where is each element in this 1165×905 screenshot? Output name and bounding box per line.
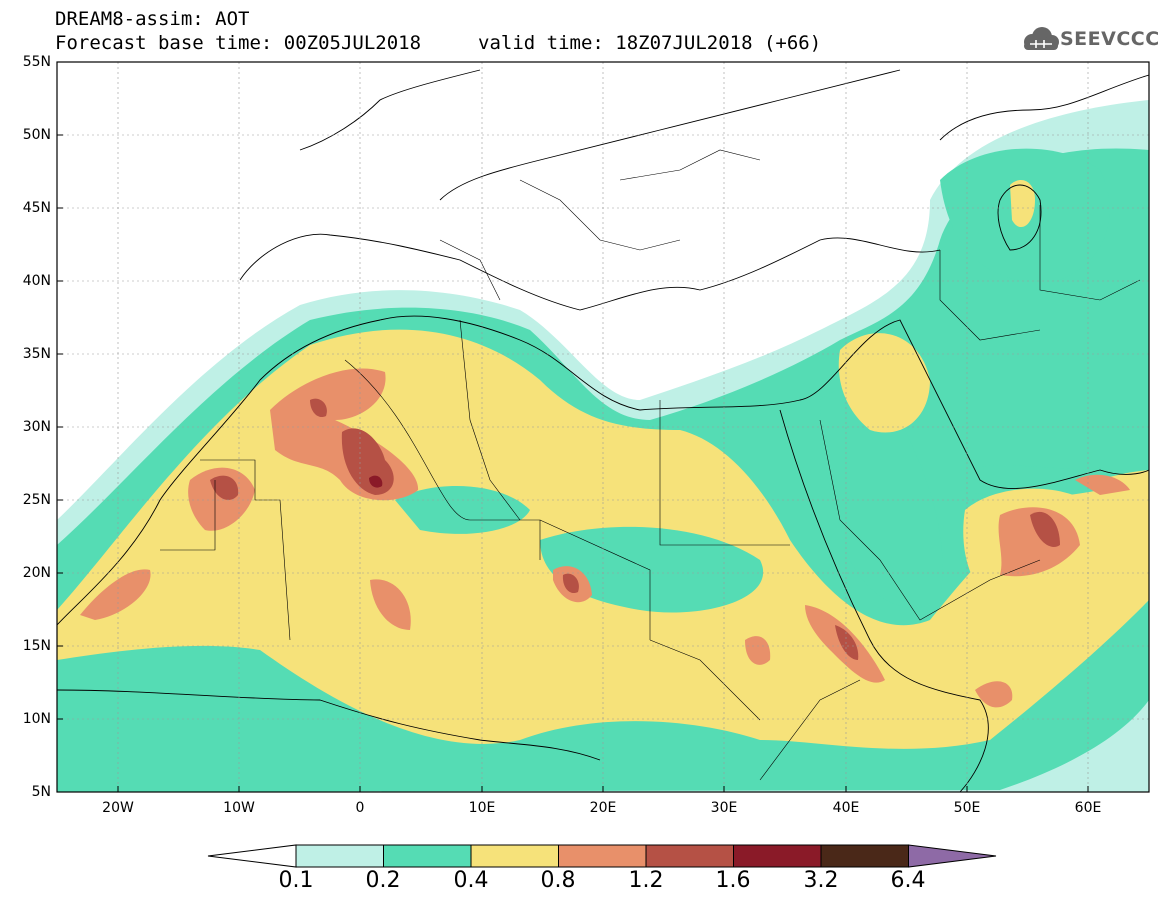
valid-time: valid time: 18Z07JUL2018 (+66) — [478, 32, 822, 54]
lat-label-55n: 55N — [22, 54, 51, 70]
lat-label-5n: 5N — [31, 784, 51, 800]
colorbar-label-0.1: 0.1 — [278, 868, 314, 893]
forecast-base-time: Forecast base time: 00Z05JUL2018 — [55, 32, 422, 54]
cloud-logo-icon — [1024, 27, 1059, 50]
lat-label-30n: 30N — [22, 419, 51, 435]
colorbar-label-0.2: 0.2 — [365, 868, 401, 893]
lon-label-30e: 30E — [710, 800, 738, 816]
lat-label-45n: 45N — [22, 200, 51, 216]
lon-label-0: 0 — [355, 800, 365, 816]
lat-label-50n: 50N — [22, 127, 51, 143]
lat-label-20n: 20N — [22, 565, 51, 581]
lat-label-40n: 40N — [22, 273, 51, 289]
country-borders — [160, 149, 1141, 781]
graticule — [57, 62, 1149, 792]
colorbar-label-0.4: 0.4 — [453, 868, 489, 893]
lat-label-35n: 35N — [22, 346, 51, 362]
lon-label-60e: 60E — [1074, 800, 1102, 816]
aot-contour-1.2 — [341, 428, 394, 495]
colorbar-swatch — [295, 844, 384, 868]
colorbar-swatch — [470, 844, 559, 868]
colorbar-swatch — [820, 844, 909, 868]
colorbar-arrow-low — [207, 844, 297, 868]
map-title: DREAM8-assim: AOT — [55, 8, 250, 30]
colorbar-label-0.8: 0.8 — [540, 868, 576, 893]
lat-label-15n: 15N — [22, 638, 51, 654]
colorbar-label-1.6: 1.6 — [715, 868, 751, 893]
colorbar-label-3.2: 3.2 — [803, 868, 839, 893]
lon-label-20e: 20E — [589, 800, 617, 816]
lon-label-10w: 10W — [223, 800, 255, 816]
logo-text: SEEVCCC — [1060, 28, 1160, 50]
colorbar-arrow-high — [908, 844, 997, 868]
coastlines — [57, 69, 1149, 792]
lat-label-25n: 25N — [22, 492, 51, 508]
colorbar-label-1.2: 1.2 — [628, 868, 664, 893]
lon-label-40e: 40E — [832, 800, 860, 816]
lat-label-10n: 10N — [22, 711, 51, 727]
lon-label-50e: 50E — [953, 800, 981, 816]
colorbar-swatch — [645, 844, 734, 868]
colorbar-swatch — [558, 844, 647, 868]
colorbar-label-6.4: 6.4 — [890, 868, 926, 893]
colorbar — [207, 844, 997, 868]
lon-label-10e: 10E — [468, 800, 496, 816]
colorbar-swatch — [733, 844, 822, 868]
aot-contour-1.6 — [369, 475, 383, 488]
colorbar-swatch — [383, 844, 472, 868]
lon-label-20w: 20W — [102, 800, 134, 816]
aot-contours — [57, 62, 1149, 792]
axis-ticks — [57, 61, 1089, 792]
